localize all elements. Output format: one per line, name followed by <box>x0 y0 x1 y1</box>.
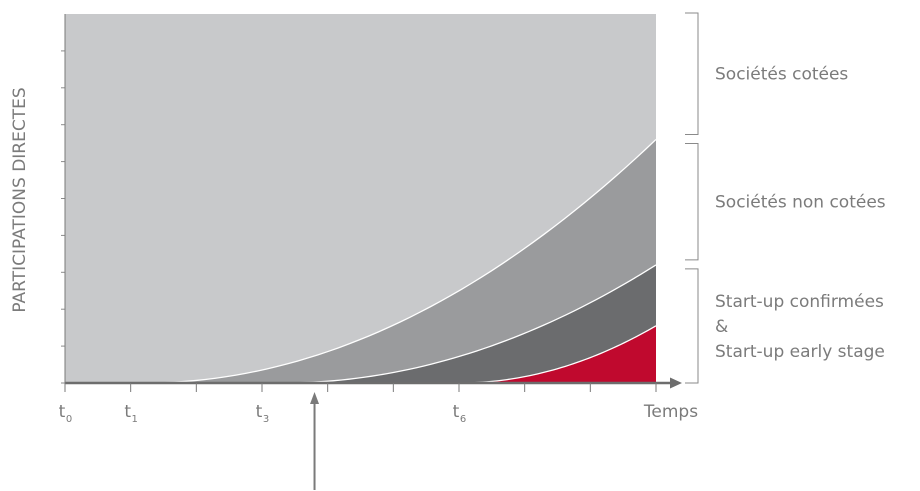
time-marker-arrow <box>310 392 320 490</box>
tick-label-subscript: 1 <box>131 414 137 425</box>
x-axis-label: Temps <box>643 402 698 422</box>
tick-label-base: t <box>453 402 460 422</box>
y-axis-label: PARTICIPATIONS DIRECTES <box>10 87 30 312</box>
bracket-label-3-line-1: Start-up confirmées <box>715 292 884 312</box>
band-area-3 <box>281 264 656 383</box>
bracket-3 <box>685 268 699 384</box>
x-axis-arrowhead <box>670 377 682 389</box>
tick-label-base: t <box>59 402 66 422</box>
boundary-curve-2 <box>281 264 657 384</box>
chart-areas <box>65 14 657 383</box>
chart-curves <box>143 138 657 384</box>
tick-label-subscript: 0 <box>66 414 72 425</box>
bracket-label-3-line-2: & <box>715 317 728 337</box>
bracket-label-2-line-1: Sociétés non cotées <box>715 193 886 213</box>
marker-arrowhead <box>310 392 320 404</box>
bracket-2 <box>685 142 699 261</box>
tick-label-subscript: 6 <box>460 414 466 425</box>
y-axis-ticks <box>61 50 65 384</box>
tick-label-base: t <box>256 402 263 422</box>
x-axis-ticks <box>64 383 657 392</box>
bracket-label-1-line-1: Sociétés cotées <box>715 65 848 85</box>
band-area-2 <box>143 139 657 383</box>
bracket-group-1: Sociétés cotées <box>685 12 848 135</box>
band-brackets: Sociétés cotées Sociétés non cotées Start-… <box>685 12 886 384</box>
boundary-curve-3 <box>458 325 657 384</box>
tick-label-base: t <box>124 402 131 422</box>
tick-label-subscript: 3 <box>263 414 269 425</box>
bracket-group-2: Sociétés non cotées <box>685 142 886 261</box>
bracket-group-3: Start-up confirmées & Start-up early stage <box>685 268 885 384</box>
band-area-4 <box>459 325 656 383</box>
bracket-label-3-line-3: Start-up early stage <box>715 342 885 362</box>
boundary-curve-1 <box>143 138 657 384</box>
bracket-1 <box>685 12 699 135</box>
